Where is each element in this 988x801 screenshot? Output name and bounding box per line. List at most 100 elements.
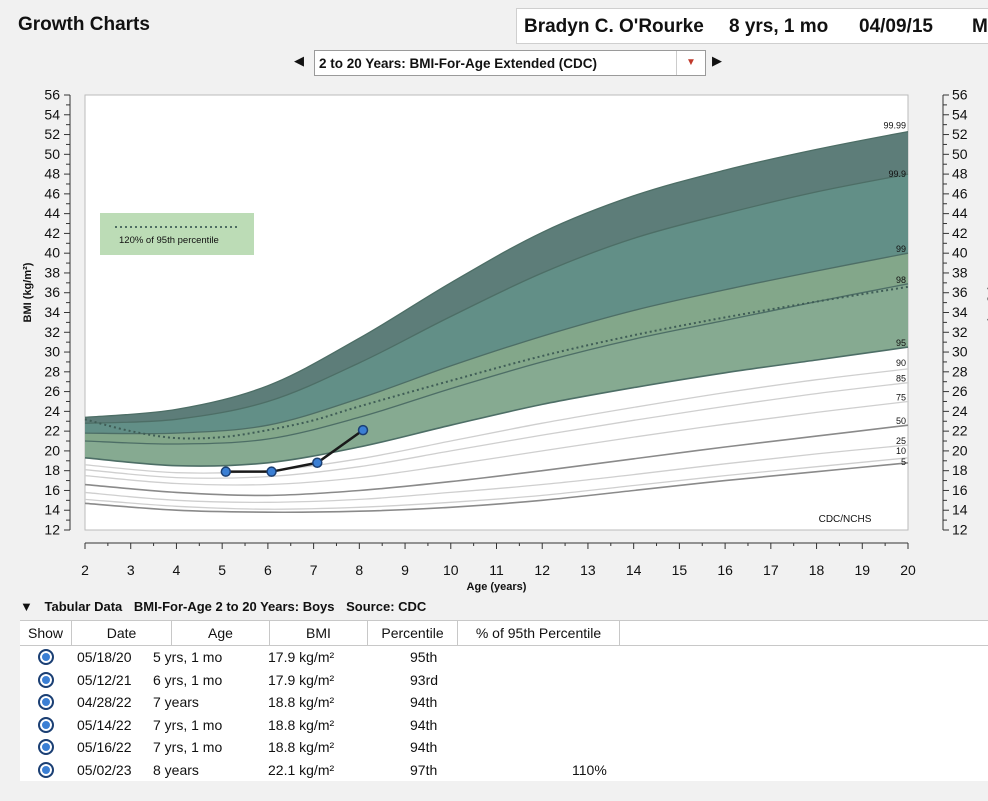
col-date[interactable]: Date — [72, 621, 172, 645]
x-tick-label: 8 — [355, 562, 363, 578]
x-tick-label: 9 — [401, 562, 409, 578]
y-tick-label-right: 46 — [952, 185, 968, 201]
y-tick-label: 16 — [44, 482, 60, 498]
y-tick-label: 38 — [44, 264, 60, 280]
percentile-label-99.99: 99.99 — [883, 121, 906, 131]
percentile-label-99.9: 99.9 — [888, 169, 906, 179]
prev-chart-button[interactable]: ◀ — [294, 53, 304, 69]
x-tick-label: 19 — [854, 562, 870, 578]
table-row[interactable]: 05/16/22 7 yrs, 1 mo 18.8 kg/m² 94th — [20, 736, 988, 759]
col-show[interactable]: Show — [20, 621, 72, 645]
y-tick-label-right: 14 — [952, 502, 968, 518]
percentile-label-50: 50 — [896, 416, 906, 426]
y-tick-label-right: 36 — [952, 284, 968, 300]
col-pct-95th[interactable]: % of 95th Percentile — [458, 621, 620, 645]
source-label: CDC/NCHS — [819, 514, 872, 525]
y-tick-label: 24 — [44, 403, 60, 419]
patient-data-point — [357, 424, 369, 436]
tabular-data-header[interactable]: ▼ Tabular Data BMI-For-Age 2 to 20 Years… — [20, 599, 434, 614]
table-row[interactable]: 05/14/22 7 yrs, 1 mo 18.8 kg/m² 94th — [20, 713, 988, 736]
y-tick-label-right: 18 — [952, 462, 968, 478]
triangle-down-icon[interactable]: ▼ — [20, 599, 33, 614]
y-tick-label-right: 26 — [952, 383, 968, 399]
y-tick-label-right: 42 — [952, 225, 968, 241]
patient-series-line — [225, 429, 364, 473]
show-toggle-icon[interactable] — [38, 671, 54, 688]
x-tick-label: 20 — [900, 562, 916, 578]
tabular-data-table: Show Date Age BMI Percentile % of 95th P… — [20, 620, 988, 781]
y-tick-label: 50 — [44, 146, 60, 162]
table-body: 05/18/20 5 yrs, 1 mo 17.9 kg/m² 95th 05/12/2… — [20, 646, 988, 781]
x-tick-label: 13 — [580, 562, 596, 578]
show-toggle-icon[interactable] — [38, 716, 54, 733]
show-toggle-icon[interactable] — [38, 761, 54, 778]
next-chart-button[interactable]: ▶ — [712, 53, 722, 69]
y-tick-label-right: 44 — [952, 205, 968, 221]
show-toggle-icon[interactable] — [38, 694, 54, 710]
row-percentile: 94th — [410, 694, 438, 710]
tabular-title: Tabular Data — [44, 599, 123, 614]
y-tick-label: 44 — [44, 205, 60, 221]
row-age: 7 yrs, 1 mo — [153, 739, 223, 755]
col-age[interactable]: Age — [172, 621, 270, 645]
row-percentile: 93rd — [410, 671, 439, 688]
growth-chart: 5 10 25 50 75 85 90 95 98 99 99.9 99.99 12 12 14 14 16 16… — [0, 80, 988, 601]
y-axis-label: BMI (kg/m²) — [22, 262, 34, 322]
row-age: 8 years — [153, 761, 199, 778]
show-toggle-icon[interactable] — [38, 739, 54, 755]
legend-box — [100, 213, 254, 255]
y-tick-label: 14 — [44, 502, 60, 518]
y-tick-label: 28 — [44, 363, 60, 379]
percentile-label-85: 85 — [896, 374, 906, 384]
percentile-curve-50 — [84, 424, 909, 497]
percentile-label-25: 25 — [896, 436, 906, 446]
row-age: 7 yrs, 1 mo — [153, 716, 223, 733]
table-row[interactable]: 04/28/22 7 years 18.8 kg/m² 94th — [20, 691, 988, 714]
chart-type-value: 2 to 20 Years: BMI-For-Age Extended (CDC… — [319, 56, 598, 71]
percentile-curve-25 — [84, 444, 909, 503]
x-tick-label: 11 — [489, 562, 504, 578]
show-toggle-icon[interactable] — [38, 649, 54, 665]
x-tick-label: 10 — [443, 562, 459, 578]
band-99-99.9 — [85, 174, 908, 434]
table-row[interactable]: 05/12/21 6 yrs, 1 mo 17.9 kg/m² 93rd — [20, 668, 988, 691]
row-bmi: 18.8 kg/m² — [268, 694, 335, 710]
percentile-curve-99.9 — [84, 173, 909, 424]
row-percentile: 94th — [410, 716, 438, 733]
legend-label: 120% of 95th percentile — [119, 235, 219, 246]
y-tick-label: 20 — [44, 442, 60, 458]
y-tick-label: 36 — [44, 284, 60, 300]
col-percentile[interactable]: Percentile — [368, 621, 458, 645]
y-tick-label-right: 24 — [952, 403, 968, 419]
y-tick-label: 54 — [44, 106, 60, 122]
percentile-label-75: 75 — [896, 392, 906, 402]
x-tick-label: 2 — [81, 562, 89, 578]
y-tick-label: 46 — [44, 185, 60, 201]
row-bmi: 17.9 kg/m² — [268, 649, 335, 665]
tabular-source: Source: CDC — [346, 599, 427, 614]
row-age: 6 yrs, 1 mo — [153, 671, 223, 688]
chart-type-select[interactable]: 2 to 20 Years: BMI-For-Age Extended (CDC… — [314, 50, 706, 76]
y-tick-label: 22 — [44, 423, 60, 439]
y-tick-label-right: 40 — [952, 245, 968, 261]
row-percentile: 95th — [410, 649, 438, 665]
row-percentile: 94th — [410, 739, 438, 755]
triangle-left-icon: ◀ — [294, 53, 304, 68]
y-tick-label-right: 50 — [952, 146, 968, 162]
chevron-down-icon[interactable]: ▼ — [676, 51, 705, 75]
table-row[interactable]: 05/18/20 5 yrs, 1 mo 17.9 kg/m² 95th — [20, 646, 988, 669]
x-axis-label: Age (years) — [467, 581, 527, 593]
table-row[interactable]: 05/02/23 8 years 22.1 kg/m² 97th 110% — [20, 758, 988, 781]
patient-data-point — [266, 466, 277, 477]
patient-data-point — [312, 457, 323, 469]
y-tick-label-right: 52 — [952, 126, 968, 142]
y-tick-label-right: 16 — [952, 482, 968, 498]
row-bmi: 18.8 kg/m² — [268, 716, 335, 733]
y-tick-label: 48 — [44, 166, 60, 182]
row-date: 04/28/22 — [77, 694, 132, 710]
y-tick-label: 52 — [44, 126, 60, 142]
col-bmi[interactable]: BMI — [270, 621, 368, 645]
tabular-subtitle: BMI-For-Age 2 to 20 Years: Boys — [133, 599, 335, 614]
percentile-label-99: 99 — [896, 244, 906, 254]
